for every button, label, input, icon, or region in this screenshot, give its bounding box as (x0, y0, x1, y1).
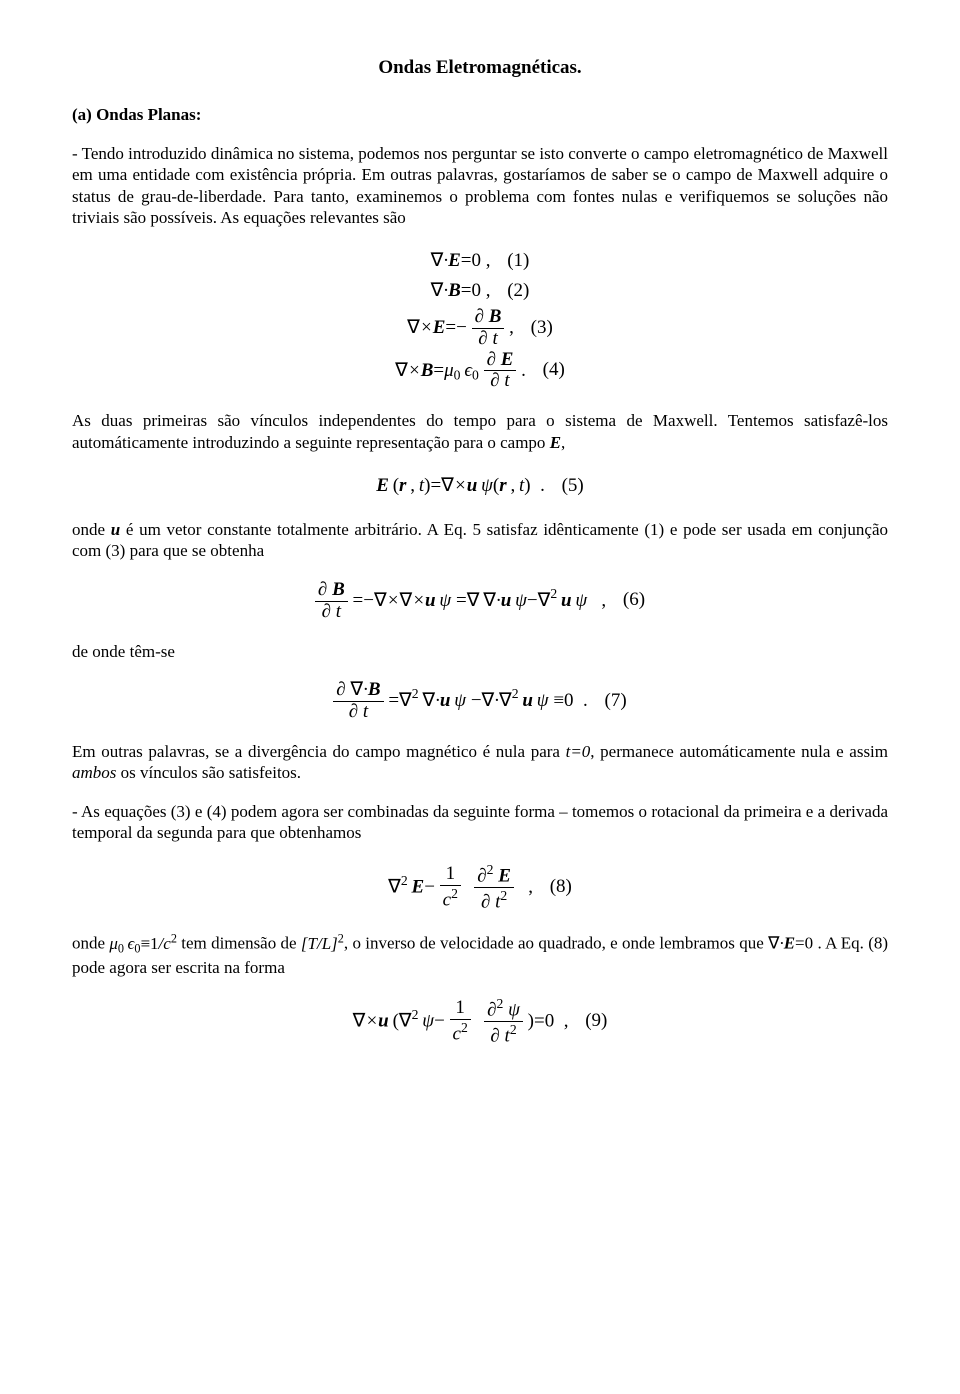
equations-1-4: ∇·E=0 , (1) ∇·B=0 , (2) ∇×E=− ∂ B∂ t , (… (72, 246, 888, 392)
para2-E: E (550, 433, 561, 452)
equation-9: ∇×u (∇2 ψ− 1c2 ∂2 ψ∂ t2 )=0 , (9) (72, 996, 888, 1048)
para5-c: os vínculos são satisfeitos. (116, 763, 301, 782)
para2-text-b: , (561, 433, 565, 452)
para7-b: tem dimensão de (181, 934, 301, 953)
para7-divE: ∇·E=0 (768, 934, 813, 953)
eq-label-9: (9) (585, 1010, 607, 1031)
paragraph-2: As duas primeiras são vínculos independe… (72, 410, 888, 453)
eq-label-1: (1) (507, 250, 529, 271)
paragraph-3: onde u é um vetor constante totalmente a… (72, 519, 888, 562)
paragraph-6: - As equações (3) e (4) podem agora ser … (72, 801, 888, 844)
paragraph-5: Em outras palavras, se a divergência do … (72, 741, 888, 784)
para7-TL-text: [T/L] (301, 934, 338, 953)
para5-ambos: ambos (72, 763, 116, 782)
para5-a: Em outras palavras, se a divergência do … (72, 742, 566, 761)
equation-7: ∂ ∇·B∂ t =∇2 ∇·u ψ −∇·∇2 u ψ ≡0 . (7) (72, 680, 888, 723)
para7-a: onde (72, 934, 109, 953)
para7-TL: [T/L]2 (301, 934, 344, 953)
para3-text-b: é um vetor constante totalmente arbitrár… (72, 520, 888, 560)
eq-label-8: (8) (550, 876, 572, 897)
eq-label-2: (2) (507, 280, 529, 301)
page-title: Ondas Eletromagnéticas. (72, 56, 888, 80)
equation-5: E (r , t)=∇×u ψ(r , t) . (5) (72, 471, 888, 501)
eq-label-7: (7) (605, 690, 627, 711)
para5-b: , permanece automáticamente nula e assim (590, 742, 888, 761)
para7-c: , o inverso de velocidade ao quadrado, e… (344, 934, 768, 953)
para3-u: u (111, 520, 120, 539)
section-a-heading: (a) Ondas Planas: (72, 104, 888, 125)
eq-label-3: (3) (531, 317, 553, 338)
equation-8: ∇2 E− 1c2 ∂2 E∂ t2 , (8) (72, 862, 888, 914)
para2-text-a: As duas primeiras são vínculos independe… (72, 411, 888, 451)
eq-label-4: (4) (543, 359, 565, 380)
para5-t0: t=0 (566, 742, 591, 761)
paragraph-1: - Tendo introduzido dinâmica no sistema,… (72, 143, 888, 228)
para7-mu-eps: μ0 ϵ0≡1/c2 (109, 934, 177, 953)
paragraph-4: de onde têm-se (72, 641, 888, 662)
eq-label-5: (5) (562, 475, 584, 496)
para3-text-a: onde (72, 520, 111, 539)
equation-6: ∂ B∂ t =−∇×∇×u ψ =∇ ∇·u ψ−∇2 u ψ , (6) (72, 580, 888, 623)
eq-label-6: (6) (623, 589, 645, 610)
paragraph-7: onde μ0 ϵ0≡1/c2 tem dimensão de [T/L]2, … (72, 931, 888, 978)
